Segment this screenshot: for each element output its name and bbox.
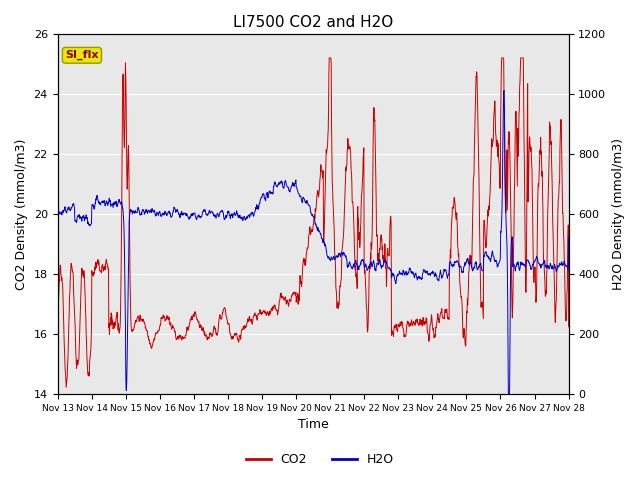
Y-axis label: CO2 Density (mmol/m3): CO2 Density (mmol/m3) (15, 138, 28, 290)
Y-axis label: H2O Density (mmol/m3): H2O Density (mmol/m3) (612, 138, 625, 290)
X-axis label: Time: Time (298, 419, 328, 432)
Legend: CO2, H2O: CO2, H2O (241, 448, 399, 471)
Title: LI7500 CO2 and H2O: LI7500 CO2 and H2O (233, 15, 393, 30)
Text: SI_flx: SI_flx (65, 50, 99, 60)
